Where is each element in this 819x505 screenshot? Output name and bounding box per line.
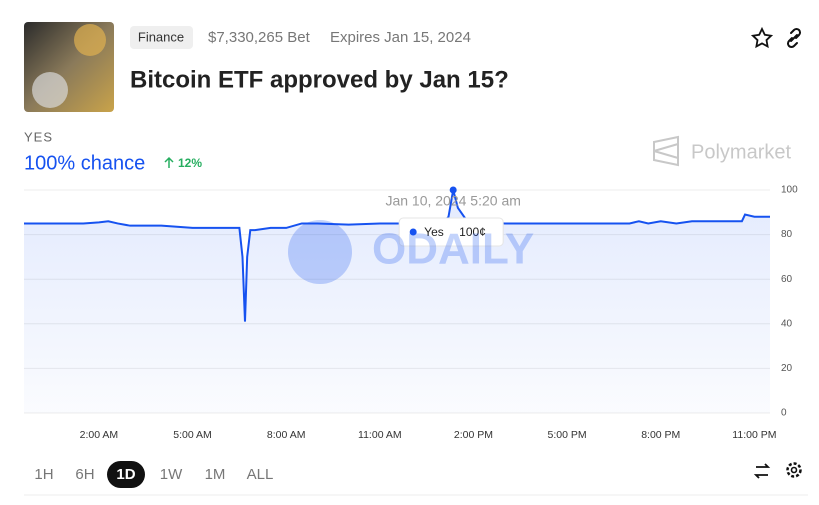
range-tab[interactable]: ALL xyxy=(247,466,274,483)
line-area xyxy=(24,190,770,413)
y-tick-label: 0 xyxy=(781,408,787,419)
settings-icon[interactable] xyxy=(786,462,802,478)
chance: 100% chance xyxy=(24,152,145,174)
up-arrow xyxy=(164,156,174,168)
link-icon[interactable] xyxy=(786,27,802,49)
market-title: Bitcoin ETF approved by Jan 15? xyxy=(130,66,509,93)
watermark: ODAILY xyxy=(372,225,534,274)
brand-logo xyxy=(653,135,679,167)
star-icon[interactable] xyxy=(750,26,774,49)
coin-image xyxy=(32,72,68,108)
tooltip-box xyxy=(398,217,504,247)
category-pill[interactable] xyxy=(130,26,193,49)
y-tick-label: 100 xyxy=(781,185,798,196)
swap-icon[interactable] xyxy=(753,463,771,479)
x-tick-label: 11:00 PM xyxy=(732,429,776,441)
x-tick-label: 2:00 AM xyxy=(80,429,119,441)
range-tab[interactable]: 1W xyxy=(160,466,183,483)
y-tick-label: 40 xyxy=(781,318,793,329)
tooltip-dot xyxy=(409,228,417,236)
range-selected[interactable] xyxy=(107,461,145,488)
expires: Expires Jan 15, 2024 xyxy=(330,29,471,46)
range-tab[interactable]: 6H xyxy=(75,466,94,483)
tooltip-value: 100¢ xyxy=(459,225,486,239)
watermark-logo xyxy=(288,220,352,284)
hover-point xyxy=(449,186,457,194)
tooltip-date: Jan 10, 2024 5:20 am xyxy=(385,193,520,209)
range-tabs: 1H 6H 1D 1W 1M ALL xyxy=(34,461,273,488)
x-tick-label: 11:00 AM xyxy=(358,429,402,441)
range-tab[interactable]: 1H xyxy=(34,466,53,483)
x-tick-label: 2:00 PM xyxy=(454,429,493,441)
volume: $7,330,265 Bet xyxy=(208,29,311,46)
x-tick-label: 8:00 AM xyxy=(267,429,306,441)
x-tick-label: 5:00 PM xyxy=(548,429,587,441)
x-tick-label: 8:00 PM xyxy=(641,429,680,441)
coin-image xyxy=(74,24,106,56)
line xyxy=(24,189,770,322)
range-tab[interactable]: 1D xyxy=(116,466,135,483)
range-tab[interactable]: 1M xyxy=(205,466,226,483)
brand: Polymarket xyxy=(691,141,791,163)
tooltip-series: Yes xyxy=(424,225,444,239)
y-tick-label: 60 xyxy=(781,274,793,285)
y-tick-label: 80 xyxy=(781,229,793,240)
outcome-label: YES xyxy=(24,129,53,144)
change: 12% xyxy=(178,156,202,170)
x-tick-label: 5:00 AM xyxy=(173,429,212,441)
y-tick-label: 20 xyxy=(781,363,793,374)
category[interactable]: Finance xyxy=(138,29,184,44)
chart: 0 20 40 60 80 100 2:00 AM 5:00 AM 8:00 AM 11:00 A… xyxy=(24,185,798,441)
